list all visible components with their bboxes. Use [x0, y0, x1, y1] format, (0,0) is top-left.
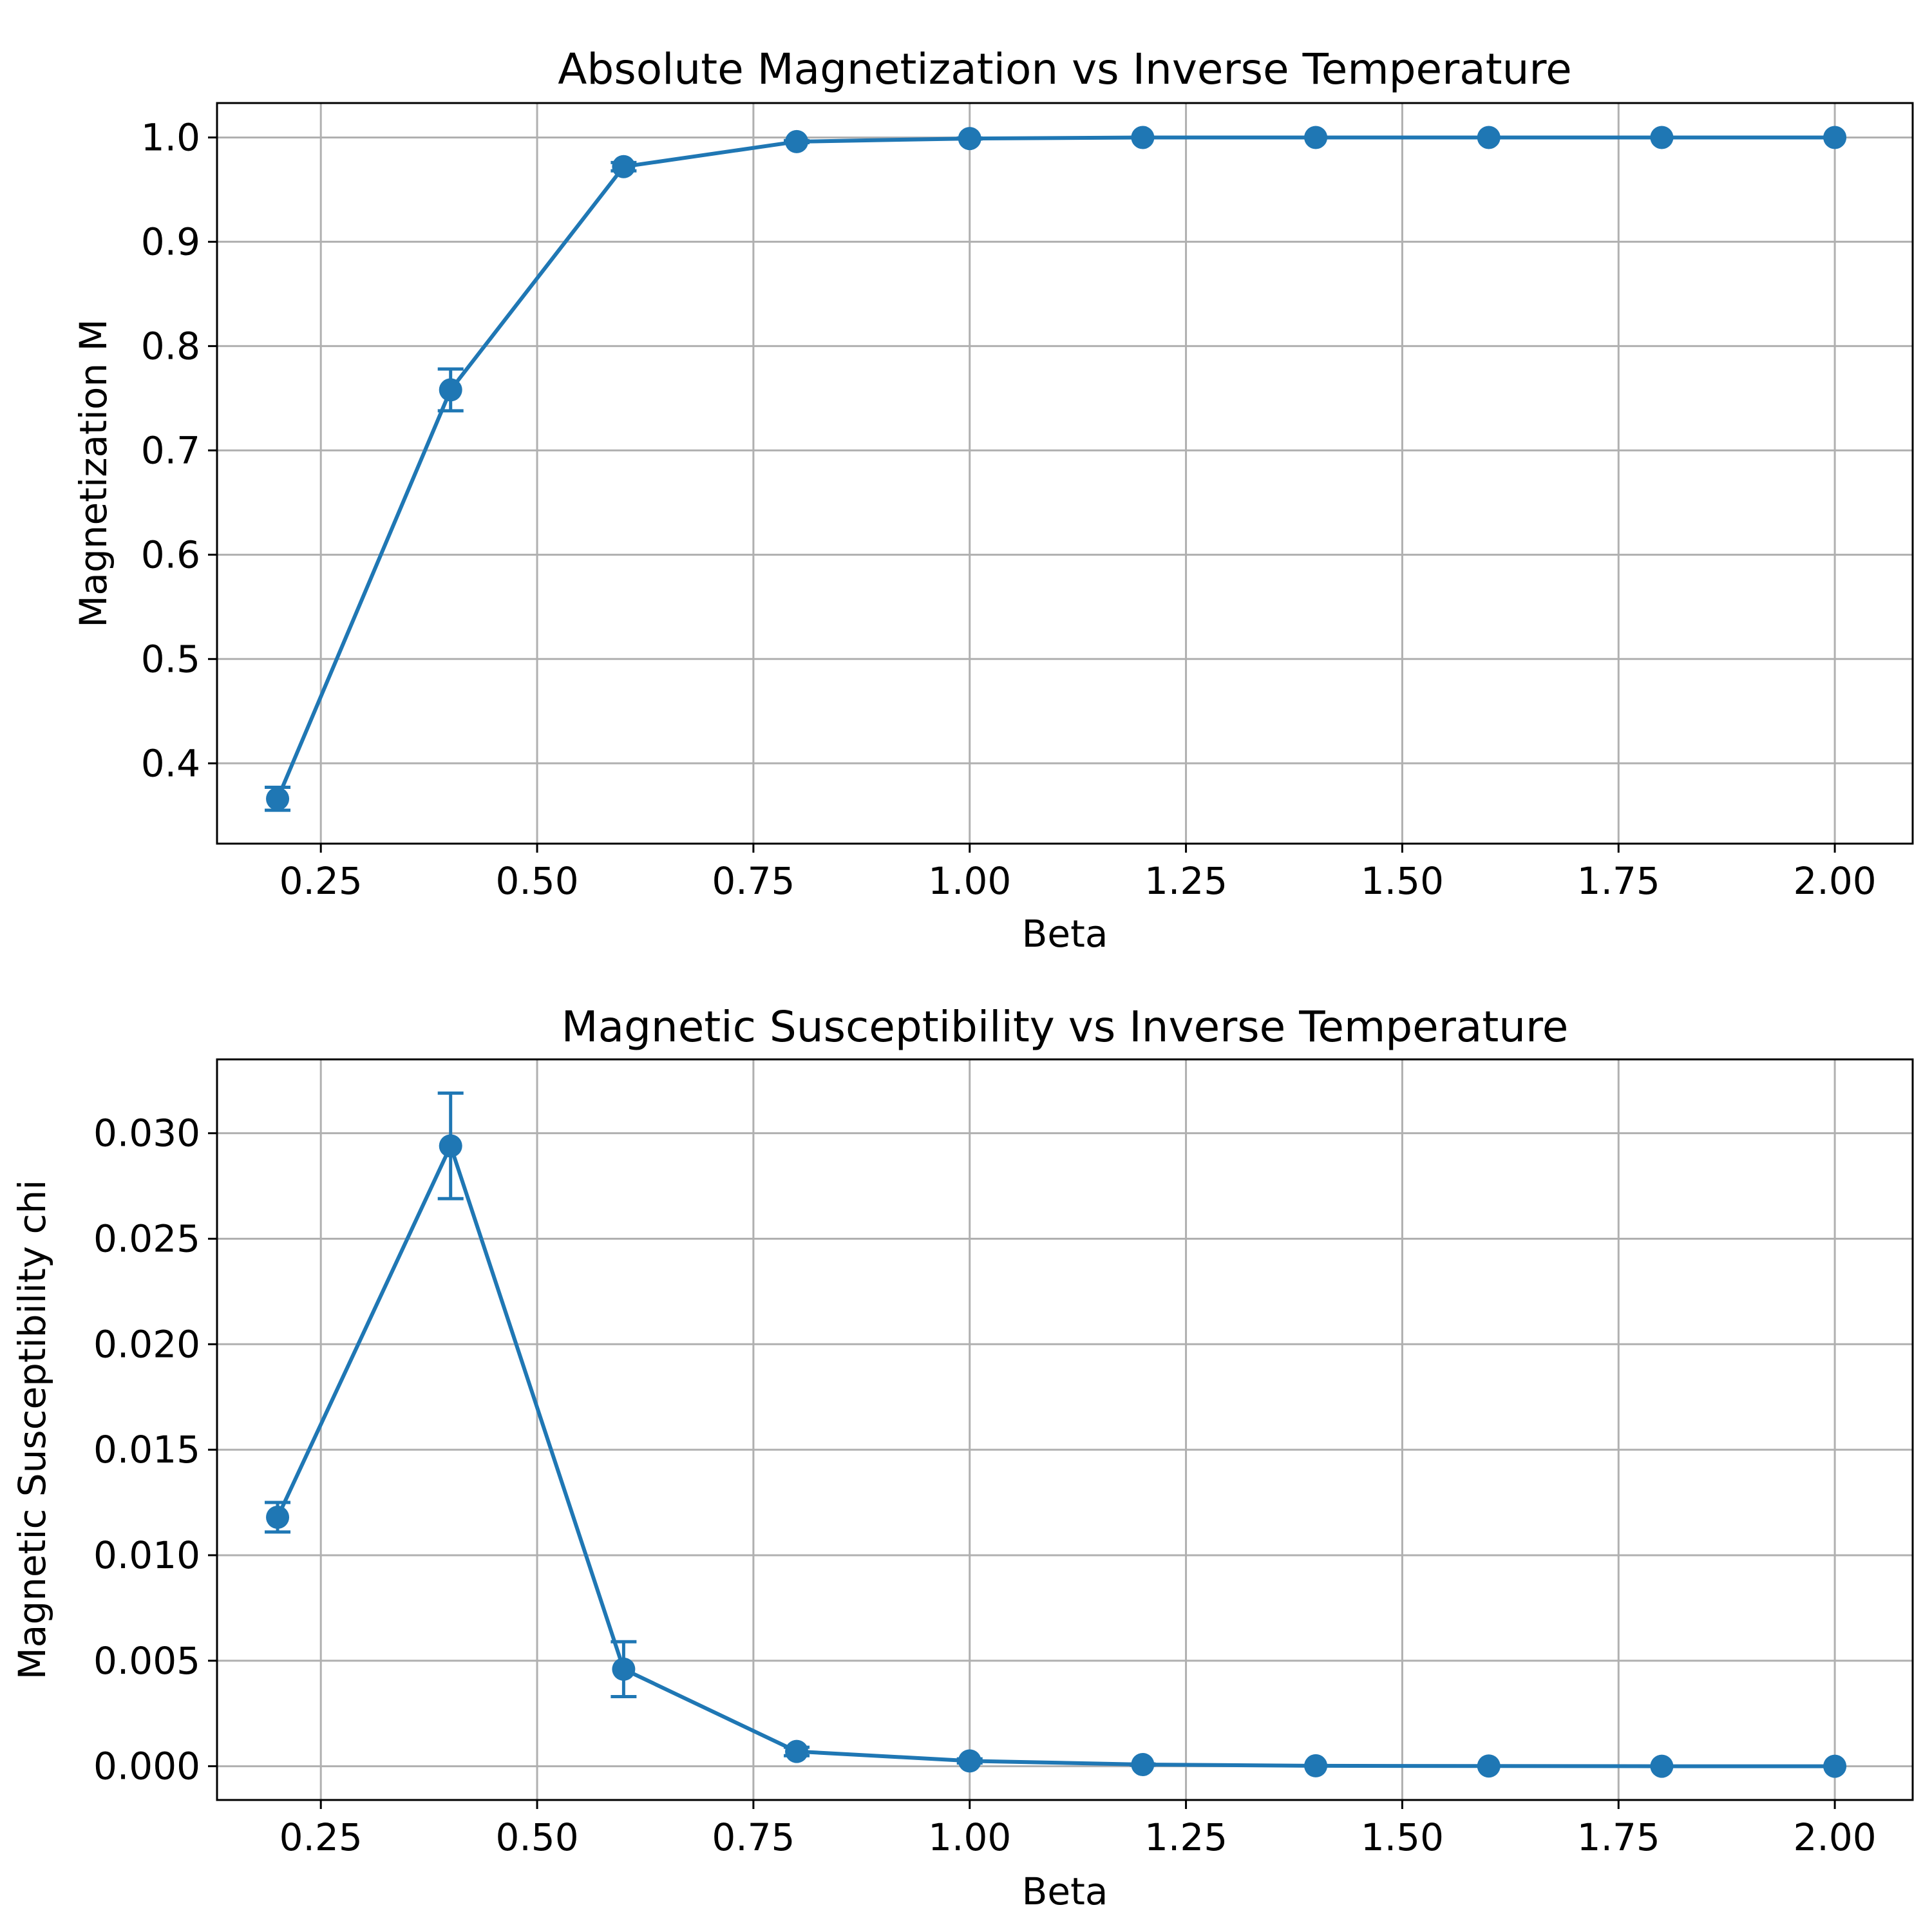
susceptibility-x-tick-label: 1.50: [1361, 1815, 1444, 1859]
susceptibility-y-tick-label: 0.030: [93, 1112, 200, 1155]
susceptibility-x-axis-label: Beta: [1022, 1870, 1108, 1913]
magnetization-data-point: [1650, 126, 1674, 149]
magnetization-x-tick-label: 1.25: [1144, 859, 1227, 903]
magnetization-data-point: [1477, 126, 1501, 149]
magnetization-y-tick-label: 0.8: [141, 324, 200, 368]
magnetization-plot-frame: [216, 102, 1914, 845]
susceptibility-data-point: [612, 1657, 636, 1681]
magnetization-series: [265, 126, 1847, 812]
magnetization-data-point: [266, 787, 290, 811]
susceptibility-x-tick-label: 1.25: [1144, 1815, 1227, 1859]
susceptibility-data-point: [1304, 1754, 1328, 1777]
susceptibility-y-axis-label: Magnetic Susceptibility chi: [10, 1180, 54, 1680]
magnetization-x-tick-label: 1.50: [1361, 859, 1444, 903]
susceptibility-data-point: [266, 1505, 290, 1529]
magnetization-y-tick-label: 1.0: [141, 115, 200, 159]
magnetization-series-line: [276, 135, 1835, 800]
susceptibility-data-point: [1131, 1752, 1155, 1776]
susceptibility-grid: [217, 1059, 1913, 1800]
magnetization-panel: 0.25 0.50 0.75 1.00 1.25 1.50 1.75 2.00 0.4 0.5 0.…: [71, 44, 1914, 956]
susceptibility-x-tick-label: 0.25: [279, 1815, 363, 1859]
magnetization-x-axis-label: Beta: [1022, 912, 1108, 956]
susceptibility-y-tick-label: 0.015: [93, 1428, 200, 1472]
magnetization-chart-title: Absolute Magnetization vs Inverse Temper…: [558, 44, 1571, 94]
magnetization-data-point: [612, 155, 636, 178]
magnetization-x-tick-label: 0.25: [279, 859, 363, 903]
susceptibility-series: [265, 1091, 1847, 1778]
susceptibility-data-point: [958, 1749, 981, 1773]
magnetization-ticks: 0.25 0.50 0.75 1.00 1.25 1.50 1.75 2.00 0.4 0.5 0.…: [141, 115, 1877, 903]
magnetization-x-tick-label: 1.75: [1577, 859, 1660, 903]
susceptibility-chart-title: Magnetic Susceptibility vs Inverse Tempe…: [562, 1002, 1569, 1052]
susceptibility-y-tick-label: 0.010: [93, 1533, 200, 1577]
magnetization-data-point: [1304, 126, 1328, 149]
magnetization-data-point: [1823, 126, 1847, 149]
susceptibility-x-tick-label: 2.00: [1794, 1815, 1877, 1859]
susceptibility-plot-frame: [216, 1058, 1914, 1801]
magnetization-grid: [217, 103, 1913, 844]
susceptibility-data-point: [1650, 1754, 1674, 1778]
susceptibility-series-line: [276, 1144, 1835, 1768]
susceptibility-x-tick-label: 1.00: [928, 1815, 1011, 1859]
magnetization-y-tick-label: 0.4: [141, 741, 200, 785]
susceptibility-y-tick-label: 0.000: [93, 1745, 200, 1788]
magnetization-y-axis-label: Magnetization M: [71, 319, 115, 627]
susceptibility-x-tick-label: 0.50: [495, 1815, 578, 1859]
susceptibility-y-tick-label: 0.025: [93, 1217, 200, 1260]
magnetization-data-point: [958, 127, 981, 151]
susceptibility-ticks: 0.25 0.50 0.75 1.00 1.25 1.50 1.75 2.00 0.000 0.0…: [93, 1112, 1877, 1859]
magnetization-x-tick-label: 0.75: [712, 859, 795, 903]
susceptibility-y-tick-label: 0.005: [93, 1639, 200, 1683]
magnetization-data-point: [1131, 126, 1155, 149]
magnetization-y-tick-label: 0.7: [141, 428, 200, 472]
susceptibility-data-point: [1823, 1754, 1847, 1778]
susceptibility-y-tick-label: 0.020: [93, 1322, 200, 1366]
magnetization-data-point: [439, 378, 462, 402]
susceptibility-data-point: [1477, 1754, 1501, 1778]
magnetization-y-tick-label: 0.5: [141, 637, 200, 681]
magnetization-y-tick-label: 0.9: [141, 220, 200, 263]
susceptibility-x-tick-label: 1.75: [1577, 1815, 1660, 1859]
magnetization-y-tick-label: 0.6: [141, 533, 200, 576]
susceptibility-data-point: [439, 1134, 462, 1158]
magnetization-x-tick-label: 0.50: [495, 859, 578, 903]
susceptibility-data-point: [785, 1739, 809, 1763]
susceptibility-x-tick-label: 0.75: [712, 1815, 795, 1859]
magnetization-x-tick-label: 1.00: [928, 859, 1011, 903]
susceptibility-panel: 0.25 0.50 0.75 1.00 1.25 1.50 1.75 2.00 0.000 0.0…: [10, 1002, 1914, 1913]
magnetization-x-tick-label: 2.00: [1794, 859, 1877, 903]
magnetization-data-point: [785, 129, 809, 153]
